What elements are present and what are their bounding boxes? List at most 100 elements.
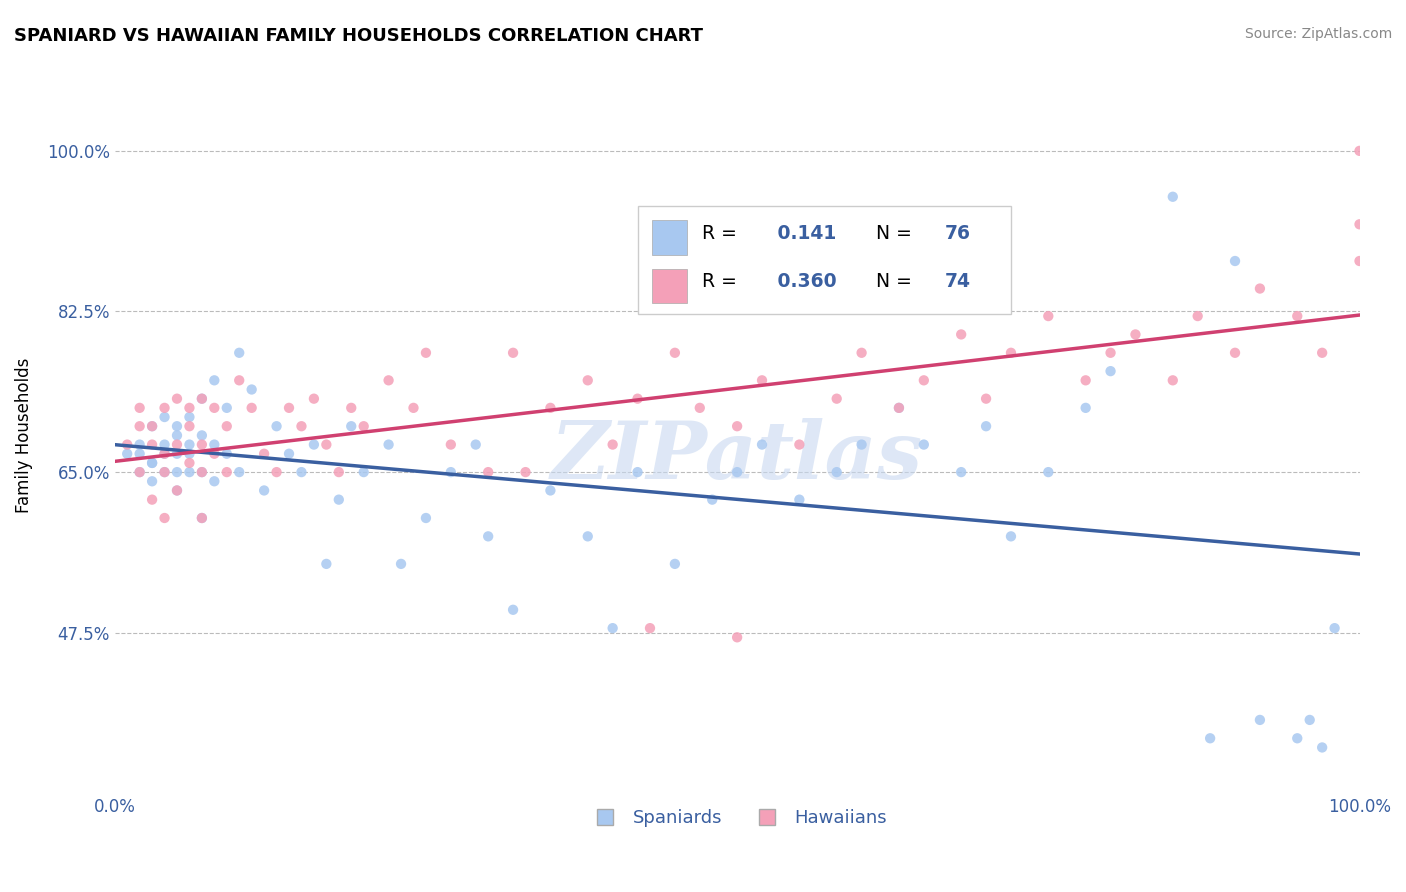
- Y-axis label: Family Households: Family Households: [15, 358, 32, 513]
- Point: [1299, 713, 1322, 727]
- Point: [228, 373, 250, 387]
- Point: [538, 401, 561, 415]
- Point: [166, 392, 188, 406]
- Point: [602, 437, 624, 451]
- Point: [128, 419, 150, 434]
- Point: [215, 401, 238, 415]
- Point: [1074, 401, 1097, 415]
- Point: [191, 465, 214, 479]
- Point: [340, 401, 363, 415]
- Point: [1000, 529, 1022, 543]
- Text: 74: 74: [945, 272, 972, 291]
- Point: [1223, 346, 1246, 360]
- Point: [502, 346, 524, 360]
- Point: [576, 529, 599, 543]
- Text: N =: N =: [865, 224, 918, 243]
- Point: [153, 437, 176, 451]
- Point: [128, 465, 150, 479]
- Point: [1249, 713, 1271, 727]
- Point: [950, 327, 973, 342]
- Point: [974, 392, 997, 406]
- Point: [179, 401, 201, 415]
- Point: [912, 373, 935, 387]
- Point: [166, 419, 188, 434]
- Text: N =: N =: [865, 272, 918, 291]
- Point: [191, 511, 214, 525]
- Point: [153, 465, 176, 479]
- Point: [153, 447, 176, 461]
- Bar: [652, 268, 688, 303]
- Point: [1348, 144, 1371, 158]
- Point: [115, 447, 138, 461]
- Point: [1310, 740, 1333, 755]
- Point: [912, 437, 935, 451]
- Point: [202, 373, 225, 387]
- Point: [191, 465, 214, 479]
- Point: [141, 437, 163, 451]
- Point: [689, 401, 711, 415]
- Point: [515, 465, 537, 479]
- Point: [215, 419, 238, 434]
- Point: [179, 410, 201, 425]
- Point: [191, 437, 214, 451]
- Point: [215, 465, 238, 479]
- Text: R =: R =: [702, 224, 744, 243]
- Point: [128, 465, 150, 479]
- Point: [179, 465, 201, 479]
- Point: [141, 456, 163, 470]
- Point: [1199, 731, 1222, 746]
- Point: [353, 465, 375, 479]
- Point: [215, 447, 238, 461]
- Point: [290, 465, 312, 479]
- Point: [1323, 621, 1346, 635]
- Point: [191, 392, 214, 406]
- Point: [415, 511, 437, 525]
- Point: [751, 373, 773, 387]
- Text: 76: 76: [945, 224, 972, 243]
- Point: [166, 483, 188, 498]
- Point: [1348, 254, 1371, 268]
- Point: [1074, 373, 1097, 387]
- Point: [389, 557, 412, 571]
- Point: [1310, 346, 1333, 360]
- Point: [974, 419, 997, 434]
- Point: [202, 447, 225, 461]
- Point: [887, 401, 910, 415]
- Point: [851, 346, 873, 360]
- Point: [1099, 346, 1122, 360]
- Point: [664, 557, 686, 571]
- Point: [1249, 281, 1271, 295]
- Point: [228, 465, 250, 479]
- Point: [1000, 346, 1022, 360]
- Point: [191, 392, 214, 406]
- Text: SPANIARD VS HAWAIIAN FAMILY HOUSEHOLDS CORRELATION CHART: SPANIARD VS HAWAIIAN FAMILY HOUSEHOLDS C…: [14, 27, 703, 45]
- Point: [278, 401, 301, 415]
- Point: [825, 392, 848, 406]
- Point: [302, 392, 325, 406]
- Point: [141, 475, 163, 489]
- Point: [664, 346, 686, 360]
- Point: [315, 437, 337, 451]
- Point: [751, 437, 773, 451]
- Point: [725, 630, 748, 644]
- Point: [725, 465, 748, 479]
- Text: Source: ZipAtlas.com: Source: ZipAtlas.com: [1244, 27, 1392, 41]
- Point: [141, 419, 163, 434]
- Point: [153, 447, 176, 461]
- Point: [825, 465, 848, 479]
- Point: [153, 511, 176, 525]
- Point: [464, 437, 486, 451]
- Point: [789, 437, 811, 451]
- Point: [166, 465, 188, 479]
- Point: [1161, 190, 1184, 204]
- Point: [266, 419, 288, 434]
- Text: ZIPatlas: ZIPatlas: [551, 418, 924, 496]
- Point: [179, 447, 201, 461]
- Point: [1348, 217, 1371, 231]
- Point: [179, 456, 201, 470]
- Point: [202, 437, 225, 451]
- Text: 0.141: 0.141: [770, 224, 837, 243]
- Point: [128, 437, 150, 451]
- Point: [191, 511, 214, 525]
- Point: [1038, 465, 1060, 479]
